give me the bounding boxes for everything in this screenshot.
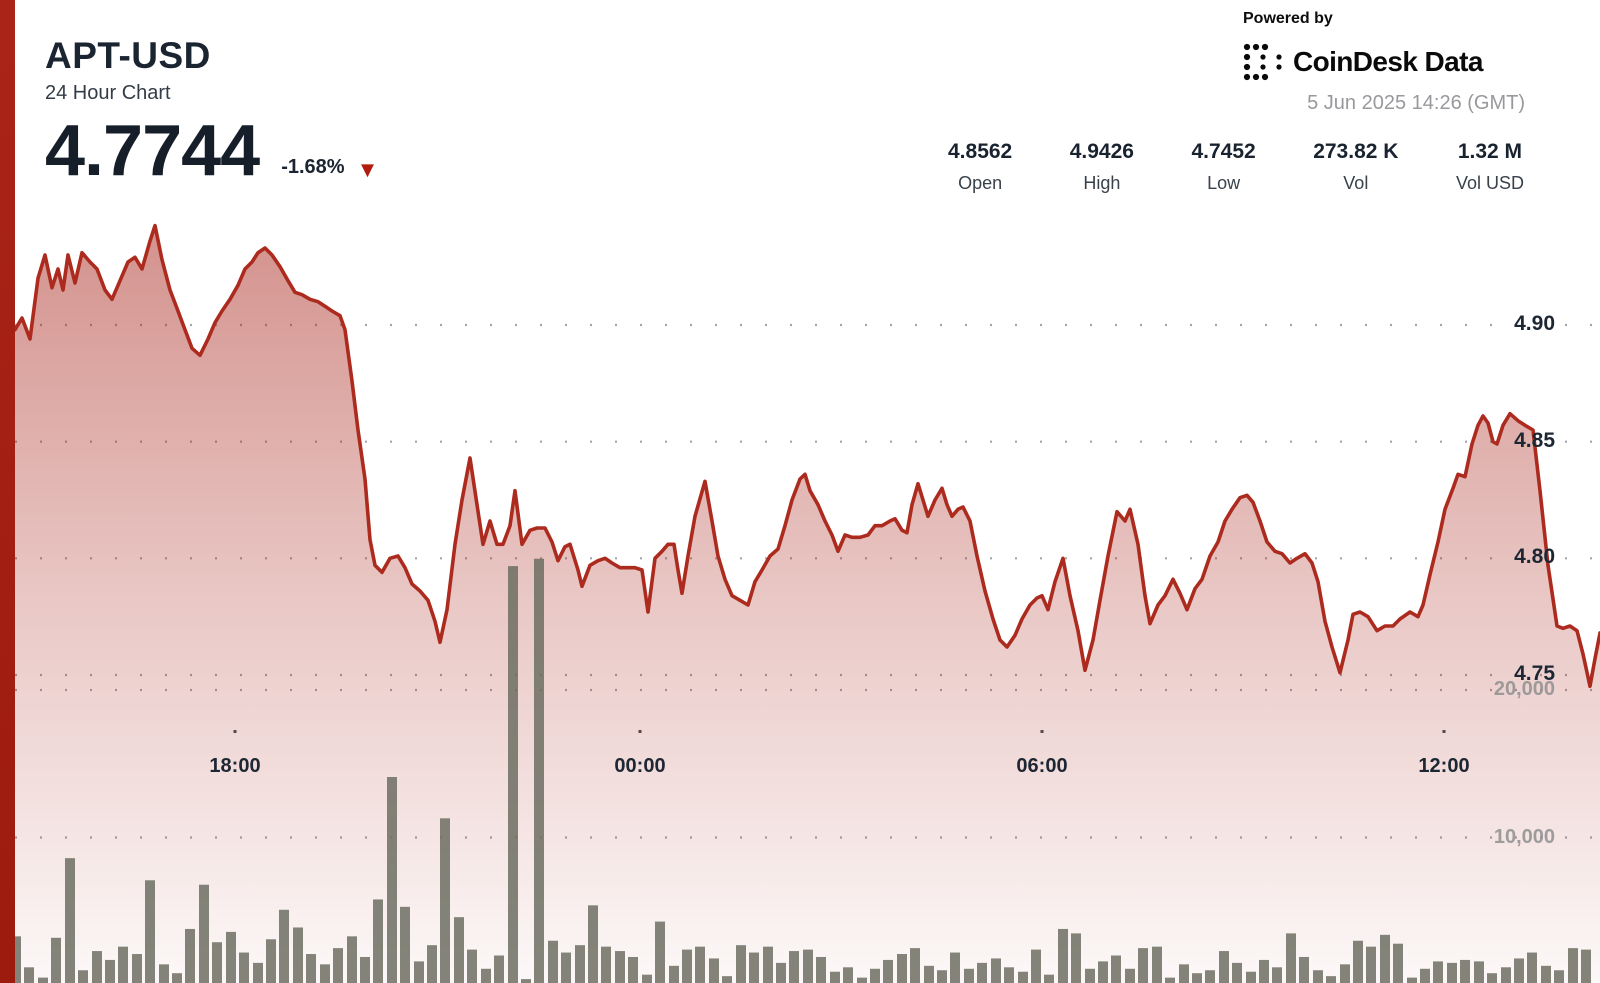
stat-vol-usd-value: 1.32 M [1457, 140, 1523, 163]
stat-open: 4.8562 Open [948, 140, 1012, 194]
timestamp: 5 Jun 2025 14:26 (GMT) [1307, 92, 1525, 114]
price-line [13, 223, 1600, 688]
stat-low-value: 4.7452 [1191, 140, 1256, 163]
stat-vol: 273.82 K Vol [1313, 140, 1398, 194]
chart-subtitle: 24 Hour Chart [45, 81, 171, 104]
stat-open-value: 4.8562 [948, 140, 1013, 163]
stat-vol-usd: 1.32 M Vol USD [1456, 140, 1524, 194]
header: APT-USD 24 Hour Chart 4.7744 -1.68% ▼ [45, 36, 378, 187]
stat-high-value: 4.9426 [1069, 140, 1134, 163]
down-triangle-icon: ▼ [356, 156, 379, 182]
coindesk-logo-text: CoinDesk Data [1293, 46, 1483, 77]
stat-vol-label: Vol [1343, 173, 1369, 193]
stat-low: 4.7452 Low [1191, 140, 1255, 194]
stats-row: 4.8562 Open 4.9426 High 4.7452 Low 273.8… [948, 140, 1524, 194]
powered-by-label: Powered by [1243, 10, 1333, 27]
symbol-title: APT-USD [45, 35, 211, 76]
stat-vol-usd-label: Vol USD [1455, 173, 1524, 193]
stat-vol-value: 273.82 K [1313, 140, 1399, 163]
stat-low-label: Low [1207, 173, 1241, 193]
left-accent-bar [0, 0, 15, 983]
price-change-percent: -1.68% [281, 155, 345, 178]
coindesk-logo-icon [1243, 43, 1282, 81]
stat-high-label: High [1083, 173, 1121, 193]
last-price: 4.7744 [45, 110, 260, 191]
branding: Powered by CoinDesk Data 5 Jun 2025 14:2… [1243, 10, 1533, 115]
coindesk-logo: CoinDesk Data [1243, 42, 1533, 82]
stat-open-label: Open [958, 173, 1003, 193]
stat-high: 4.9426 High [1070, 140, 1134, 194]
volume-bars [11, 558, 1591, 983]
price-row: 4.7744 -1.68% ▼ [45, 115, 378, 187]
